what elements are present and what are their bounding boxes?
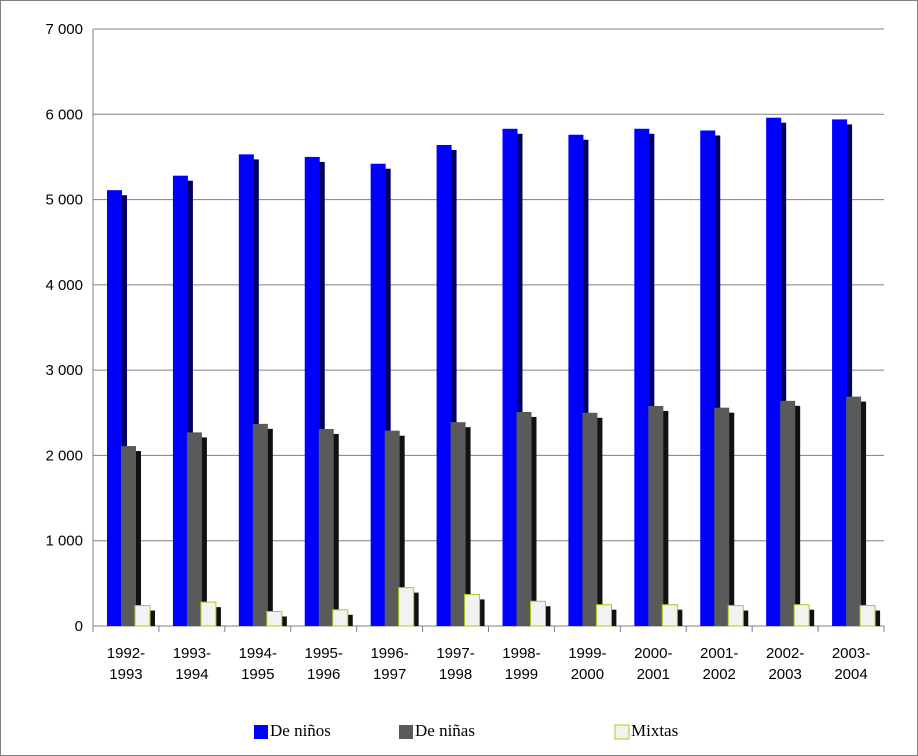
bar	[304, 156, 320, 626]
x-tick-label: 1996-	[370, 645, 408, 662]
x-tick-label: 2002	[703, 666, 736, 683]
x-tick-label: 2000-	[634, 645, 672, 662]
bar	[832, 119, 848, 626]
bar	[172, 175, 188, 627]
bar	[464, 593, 481, 627]
bar	[502, 128, 518, 626]
bar	[530, 600, 546, 627]
bar	[266, 611, 283, 627]
x-tick-label: 1994-	[239, 645, 277, 662]
legend-swatch	[254, 725, 268, 739]
bar	[700, 130, 716, 627]
bar	[780, 400, 796, 626]
y-tick-label: 5 000	[45, 192, 83, 209]
bar	[318, 428, 334, 626]
x-tick-label: 1999	[505, 666, 538, 683]
legend-label: De niños	[270, 721, 331, 740]
bar	[450, 422, 466, 626]
legend-swatch	[614, 724, 630, 740]
bar	[595, 604, 612, 627]
x-tick-label: 1995	[241, 666, 274, 683]
bar	[859, 605, 876, 627]
bar	[252, 423, 268, 626]
bar	[107, 190, 122, 626]
y-tick-label: 1 000	[45, 533, 83, 550]
x-tick-label: 2001	[637, 666, 670, 683]
y-tick-label: 4 000	[45, 277, 83, 294]
bar	[370, 163, 386, 626]
bar	[398, 587, 415, 627]
x-tick-label: 2002-	[766, 645, 804, 662]
x-tick-label: 2003-	[832, 645, 870, 662]
x-tick-label: 1998-	[502, 645, 540, 662]
bar	[332, 609, 349, 627]
x-tick-label: 2001-	[700, 645, 738, 662]
bar	[384, 430, 400, 626]
bar	[714, 407, 730, 626]
bar	[436, 144, 452, 626]
y-tick-label: 3 000	[45, 362, 83, 379]
bar	[661, 604, 678, 627]
x-tick-label: 1998	[439, 666, 472, 683]
x-tick-label: 2003	[768, 666, 801, 683]
x-tick-label: 2000	[571, 666, 604, 683]
bar	[200, 601, 217, 627]
x-tick-label: 1997	[373, 666, 406, 683]
legend-label: Mixtas	[631, 721, 678, 740]
bar	[846, 396, 862, 626]
x-tick-label: 1994	[175, 666, 208, 683]
x-tick-label: 1997-	[436, 645, 474, 662]
x-tick-label: 1992-	[107, 645, 145, 662]
bar	[582, 412, 598, 626]
y-tick-label: 6 000	[45, 106, 83, 123]
bar	[793, 604, 810, 627]
y-tick-label: 0	[75, 618, 83, 635]
bar	[568, 134, 584, 627]
bar	[238, 154, 254, 626]
x-tick-label: 1993	[109, 666, 142, 683]
bar	[186, 432, 202, 626]
x-tick-label: 2004	[834, 666, 867, 683]
x-tick-label: 1993-	[173, 645, 211, 662]
bar	[648, 405, 664, 626]
bar	[766, 117, 782, 626]
bar	[121, 446, 136, 626]
bar	[634, 128, 650, 626]
x-tick-label: 1995-	[305, 645, 343, 662]
bar	[134, 605, 151, 627]
x-tick-label: 1999-	[568, 645, 606, 662]
y-tick-label: 2 000	[45, 447, 83, 464]
bar	[727, 605, 744, 627]
bar	[516, 411, 532, 626]
y-tick-label: 7 000	[45, 21, 83, 38]
legend-swatch	[399, 725, 413, 739]
legend-label: De niñas	[415, 721, 475, 740]
x-tick-label: 1996	[307, 666, 340, 683]
